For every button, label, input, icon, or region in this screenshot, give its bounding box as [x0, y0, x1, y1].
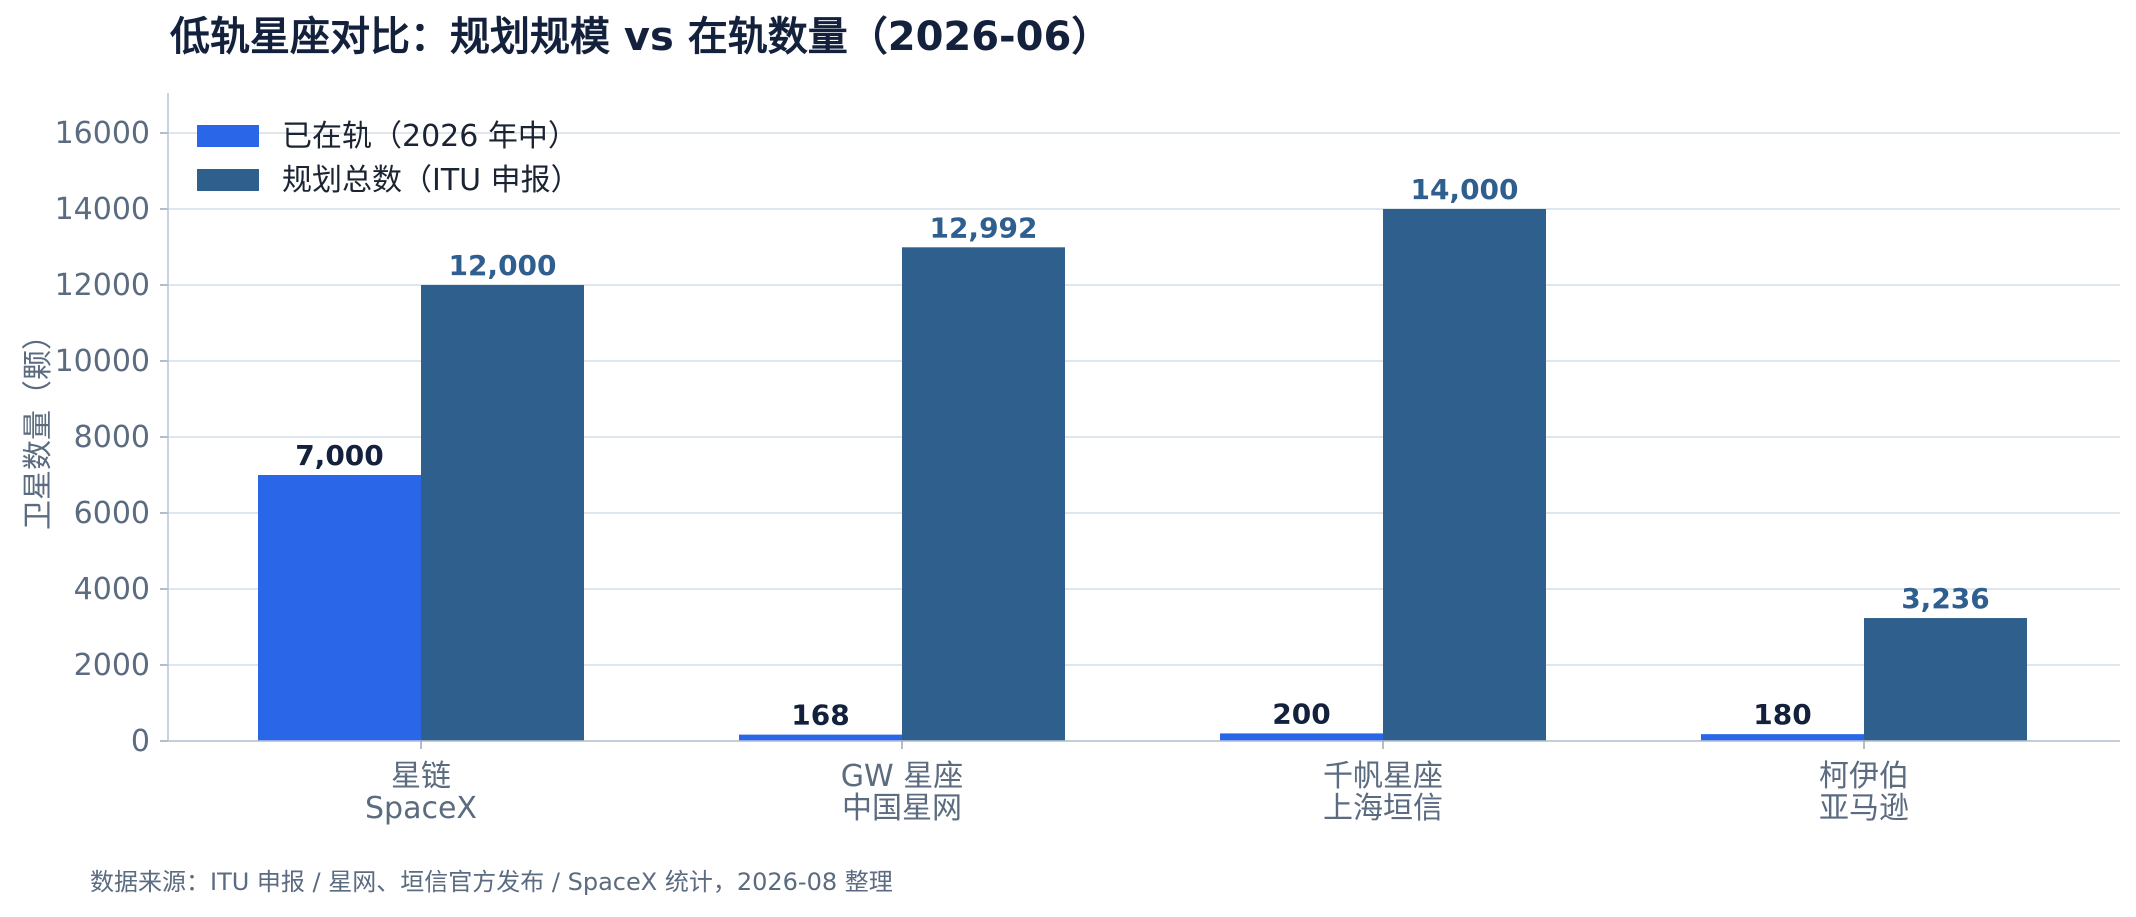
- y-tick-label: 4000: [74, 572, 150, 607]
- legend-swatch: [197, 125, 259, 147]
- y-axis: 0 2000 4000 6000 8000 10000 12000 14000 16000: [55, 93, 169, 759]
- bar: [739, 734, 902, 741]
- y-axis-label: 卫星数量（颗）: [21, 320, 56, 530]
- y-tick-label: 10000: [55, 344, 150, 379]
- bar: [421, 285, 584, 741]
- data-label: 7,000: [295, 439, 384, 472]
- y-tick-label: 8000: [74, 420, 150, 455]
- y-tick-label: 2000: [74, 648, 150, 683]
- data-labels: 7,000 12,000 168 12,992 200 14,000 180 3,236: [295, 173, 1990, 732]
- legend-entry: 已在轨（2026 年中）: [282, 119, 578, 154]
- bars: [258, 209, 2027, 741]
- bar: [1383, 209, 1546, 741]
- bar: [258, 475, 421, 741]
- x-tick-label: GW 星座: [841, 759, 963, 794]
- y-tick-label: 6000: [74, 496, 150, 531]
- source-note: 数据来源：ITU 申报 / 星网、垣信官方发布 / SpaceX 统计，2026…: [90, 868, 893, 896]
- y-tick-label: 0: [131, 724, 150, 759]
- x-tick-label: 星链: [391, 759, 451, 794]
- data-label: 12,992: [929, 211, 1037, 244]
- data-label: 12,000: [448, 249, 556, 282]
- x-tick-label: 千帆星座: [1323, 759, 1443, 794]
- y-tick-label: 14000: [55, 192, 150, 227]
- x-tick-label: SpaceX: [365, 791, 477, 826]
- data-label: 14,000: [1410, 173, 1518, 206]
- legend-swatch: [197, 169, 259, 191]
- y-tick-label: 12000: [55, 268, 150, 303]
- legend-entry: 规划总数（ITU 申报）: [282, 163, 581, 198]
- y-tick-label: 16000: [55, 116, 150, 151]
- data-label: 3,236: [1901, 582, 1990, 615]
- data-label: 180: [1753, 698, 1811, 731]
- x-tick-label: 中国星网: [842, 791, 962, 826]
- bar: [1701, 734, 1864, 741]
- bar: [902, 247, 1065, 741]
- x-tick-label: 亚马逊: [1819, 791, 1909, 826]
- data-label: 200: [1272, 697, 1330, 730]
- data-label: 168: [791, 699, 849, 732]
- legend: 已在轨（2026 年中） 规划总数（ITU 申报）: [197, 119, 581, 198]
- bar: [1220, 733, 1383, 741]
- x-tick-label: 上海垣信: [1323, 791, 1443, 826]
- chart-title: 低轨星座对比：规划规模 vs 在轨数量（2026-06）: [170, 14, 1111, 60]
- bar: [1864, 618, 2027, 741]
- x-tick-label: 柯伊伯: [1819, 759, 1909, 794]
